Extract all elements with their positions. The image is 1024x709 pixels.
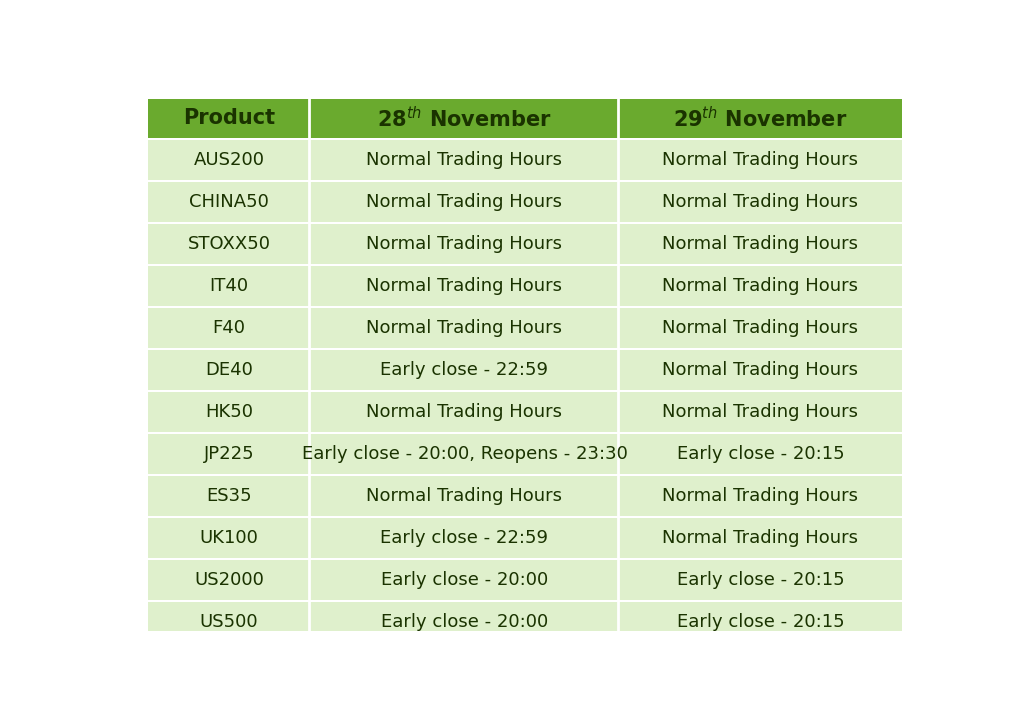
Bar xyxy=(147,434,310,474)
Bar xyxy=(310,224,620,264)
Text: Early close - 20:00: Early close - 20:00 xyxy=(381,613,548,631)
Bar xyxy=(310,602,620,642)
Text: F40: F40 xyxy=(212,319,246,337)
Bar xyxy=(147,308,310,348)
Text: Normal Trading Hours: Normal Trading Hours xyxy=(663,193,858,211)
Bar xyxy=(310,476,620,516)
Text: Early close - 20:15: Early close - 20:15 xyxy=(677,571,844,589)
Text: Normal Trading Hours: Normal Trading Hours xyxy=(663,487,858,506)
Bar xyxy=(620,392,902,432)
Bar xyxy=(620,99,902,138)
Text: Normal Trading Hours: Normal Trading Hours xyxy=(663,235,858,253)
Text: Normal Trading Hours: Normal Trading Hours xyxy=(663,361,858,379)
Text: Normal Trading Hours: Normal Trading Hours xyxy=(367,277,562,295)
Text: Normal Trading Hours: Normal Trading Hours xyxy=(367,151,562,169)
Bar xyxy=(620,308,902,348)
Bar xyxy=(620,434,902,474)
Bar xyxy=(620,560,902,601)
Text: Early close - 20:15: Early close - 20:15 xyxy=(677,445,844,463)
Text: Normal Trading Hours: Normal Trading Hours xyxy=(663,403,858,421)
Bar xyxy=(310,99,620,138)
Text: Normal Trading Hours: Normal Trading Hours xyxy=(663,529,858,547)
Bar xyxy=(147,560,310,601)
Bar xyxy=(620,476,902,516)
Text: Early close - 20:00, Reopens - 23:30: Early close - 20:00, Reopens - 23:30 xyxy=(301,445,628,463)
Bar xyxy=(310,266,620,306)
Bar xyxy=(147,266,310,306)
Text: Normal Trading Hours: Normal Trading Hours xyxy=(367,235,562,253)
Text: CHINA50: CHINA50 xyxy=(189,193,269,211)
Bar xyxy=(310,350,620,390)
Text: Normal Trading Hours: Normal Trading Hours xyxy=(367,193,562,211)
Bar xyxy=(310,518,620,559)
Bar xyxy=(620,350,902,390)
Text: 28$^{th}$ November: 28$^{th}$ November xyxy=(377,106,552,131)
Text: DE40: DE40 xyxy=(205,361,253,379)
Text: ES35: ES35 xyxy=(206,487,252,506)
Bar xyxy=(620,182,902,222)
Text: Normal Trading Hours: Normal Trading Hours xyxy=(663,319,858,337)
Bar xyxy=(147,350,310,390)
Bar xyxy=(310,560,620,601)
Text: Normal Trading Hours: Normal Trading Hours xyxy=(367,487,562,506)
Bar xyxy=(147,99,310,138)
Text: Normal Trading Hours: Normal Trading Hours xyxy=(663,277,858,295)
Text: AUS200: AUS200 xyxy=(194,151,264,169)
Bar xyxy=(310,434,620,474)
Text: JP225: JP225 xyxy=(204,445,254,463)
Text: UK100: UK100 xyxy=(200,529,258,547)
Bar xyxy=(147,518,310,559)
Bar xyxy=(620,224,902,264)
Bar xyxy=(147,476,310,516)
Bar xyxy=(620,602,902,642)
Text: US2000: US2000 xyxy=(194,571,264,589)
Bar xyxy=(620,140,902,180)
Bar xyxy=(147,182,310,222)
Text: STOXX50: STOXX50 xyxy=(187,235,270,253)
Text: Early close - 22:59: Early close - 22:59 xyxy=(381,529,549,547)
Bar xyxy=(310,140,620,180)
Text: Product: Product xyxy=(183,108,275,128)
Text: Early close - 20:15: Early close - 20:15 xyxy=(677,613,844,631)
Text: Normal Trading Hours: Normal Trading Hours xyxy=(663,151,858,169)
Bar xyxy=(147,140,310,180)
Bar xyxy=(147,392,310,432)
Text: IT40: IT40 xyxy=(209,277,249,295)
Text: HK50: HK50 xyxy=(205,403,253,421)
Text: Early close - 20:00: Early close - 20:00 xyxy=(381,571,548,589)
Bar xyxy=(310,182,620,222)
Bar xyxy=(310,392,620,432)
Text: 29$^{th}$ November: 29$^{th}$ November xyxy=(673,106,848,131)
Bar xyxy=(620,518,902,559)
Text: US500: US500 xyxy=(200,613,258,631)
Bar xyxy=(310,308,620,348)
Bar xyxy=(620,266,902,306)
Text: Normal Trading Hours: Normal Trading Hours xyxy=(367,319,562,337)
Text: Early close - 22:59: Early close - 22:59 xyxy=(381,361,549,379)
Text: Normal Trading Hours: Normal Trading Hours xyxy=(367,403,562,421)
Bar xyxy=(147,224,310,264)
Bar xyxy=(147,602,310,642)
